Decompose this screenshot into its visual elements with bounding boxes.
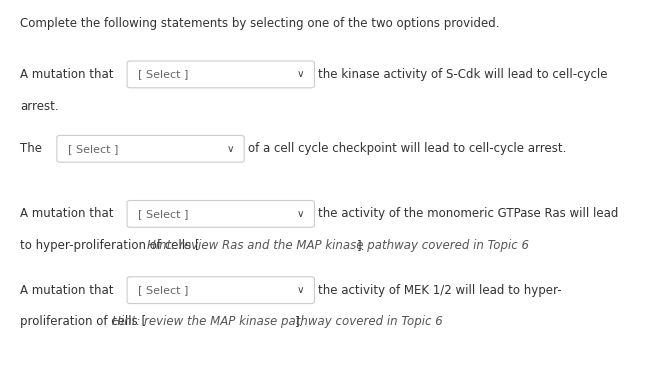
Text: arrest.: arrest.: [20, 100, 59, 112]
Text: Complete the following statements by selecting one of the two options provided.: Complete the following statements by sel…: [20, 17, 500, 30]
Text: the kinase activity of S-Cdk will lead to cell-cycle: the kinase activity of S-Cdk will lead t…: [318, 68, 607, 81]
Text: A mutation that: A mutation that: [20, 284, 114, 296]
Text: of a cell cycle checkpoint will lead to cell-cycle arrest.: of a cell cycle checkpoint will lead to …: [248, 142, 566, 155]
FancyBboxPatch shape: [127, 61, 314, 88]
FancyBboxPatch shape: [127, 277, 314, 304]
Text: [ Select ]: [ Select ]: [138, 209, 189, 219]
Text: [ Select ]: [ Select ]: [138, 285, 189, 295]
Text: the activity of MEK 1/2 will lead to hyper-: the activity of MEK 1/2 will lead to hyp…: [318, 284, 561, 296]
Text: ].: ].: [295, 315, 304, 328]
Text: [ Select ]: [ Select ]: [68, 144, 118, 154]
Text: ].: ].: [357, 239, 365, 252]
FancyBboxPatch shape: [127, 201, 314, 227]
Text: ∨: ∨: [227, 144, 234, 154]
Text: proliferation of cells [: proliferation of cells [: [20, 315, 147, 328]
Text: ∨: ∨: [297, 209, 304, 219]
Text: A mutation that: A mutation that: [20, 68, 114, 81]
Text: ∨: ∨: [297, 285, 304, 295]
Text: A mutation that: A mutation that: [20, 208, 114, 220]
Text: the activity of the monomeric GTPase Ras will lead: the activity of the monomeric GTPase Ras…: [318, 208, 618, 220]
FancyBboxPatch shape: [57, 135, 244, 162]
Text: ∨: ∨: [297, 70, 304, 79]
Text: [ Select ]: [ Select ]: [138, 70, 189, 79]
Text: Hint: review Ras and the MAP kinase pathway covered in Topic 6: Hint: review Ras and the MAP kinase path…: [147, 239, 529, 252]
Text: Hint: review the MAP kinase pathway covered in Topic 6: Hint: review the MAP kinase pathway cove…: [112, 315, 443, 328]
Text: The: The: [20, 142, 42, 155]
Text: to hyper-proliferation of cells [: to hyper-proliferation of cells [: [20, 239, 199, 252]
